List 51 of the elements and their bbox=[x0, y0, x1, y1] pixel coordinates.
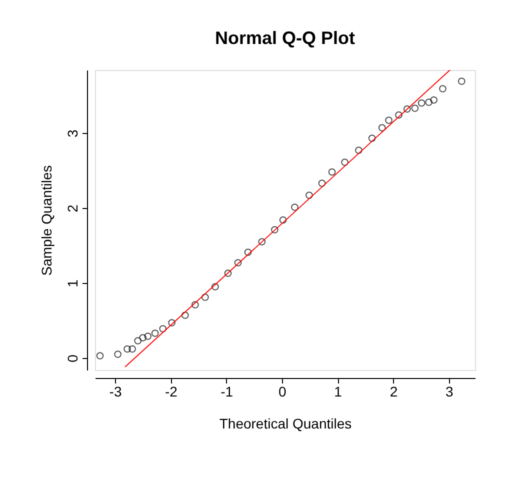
point bbox=[378, 124, 386, 132]
point bbox=[128, 345, 136, 353]
x-tick-label: 0 bbox=[278, 384, 287, 400]
x-axis-title: Theoretical Quantiles bbox=[219, 416, 352, 432]
x-tick-label: 2 bbox=[390, 384, 398, 400]
point bbox=[124, 345, 131, 353]
point bbox=[234, 259, 242, 266]
point bbox=[279, 216, 287, 224]
point bbox=[418, 99, 426, 107]
x-tick-label: -2 bbox=[164, 384, 178, 400]
point bbox=[403, 105, 411, 113]
point bbox=[139, 334, 147, 342]
point bbox=[191, 301, 199, 308]
point bbox=[144, 332, 152, 340]
point bbox=[181, 312, 189, 319]
y-tick-label: 1 bbox=[64, 279, 80, 288]
point bbox=[134, 337, 142, 344]
point bbox=[425, 98, 432, 106]
point bbox=[159, 325, 167, 332]
point bbox=[368, 134, 376, 142]
point bbox=[318, 180, 326, 187]
point bbox=[411, 104, 419, 112]
point bbox=[458, 78, 466, 85]
chart-title: Normal Q-Q Plot bbox=[214, 28, 356, 48]
point bbox=[395, 111, 402, 119]
x-tick-label: 1 bbox=[334, 384, 342, 400]
x-tick-label: -3 bbox=[109, 384, 122, 400]
point bbox=[244, 248, 252, 256]
point bbox=[328, 168, 336, 176]
point bbox=[202, 294, 209, 301]
y-tick-label: 0 bbox=[64, 354, 80, 362]
y-tick-label: 3 bbox=[64, 129, 80, 138]
point bbox=[114, 350, 122, 358]
point bbox=[168, 319, 176, 326]
point bbox=[212, 283, 219, 290]
y-tick-label: 2 bbox=[64, 204, 80, 212]
point bbox=[151, 330, 159, 337]
point bbox=[291, 204, 298, 211]
point bbox=[271, 226, 278, 234]
point bbox=[430, 96, 438, 104]
point bbox=[341, 158, 348, 166]
x-tick-label: 3 bbox=[445, 384, 454, 400]
point bbox=[224, 270, 232, 277]
point bbox=[306, 192, 313, 199]
point bbox=[385, 116, 392, 124]
point bbox=[96, 352, 104, 360]
x-tick-label: -1 bbox=[220, 384, 234, 400]
point bbox=[439, 85, 446, 92]
point bbox=[258, 238, 266, 246]
point bbox=[355, 146, 362, 154]
y-axis-title: Sample Quantiles bbox=[38, 165, 54, 276]
